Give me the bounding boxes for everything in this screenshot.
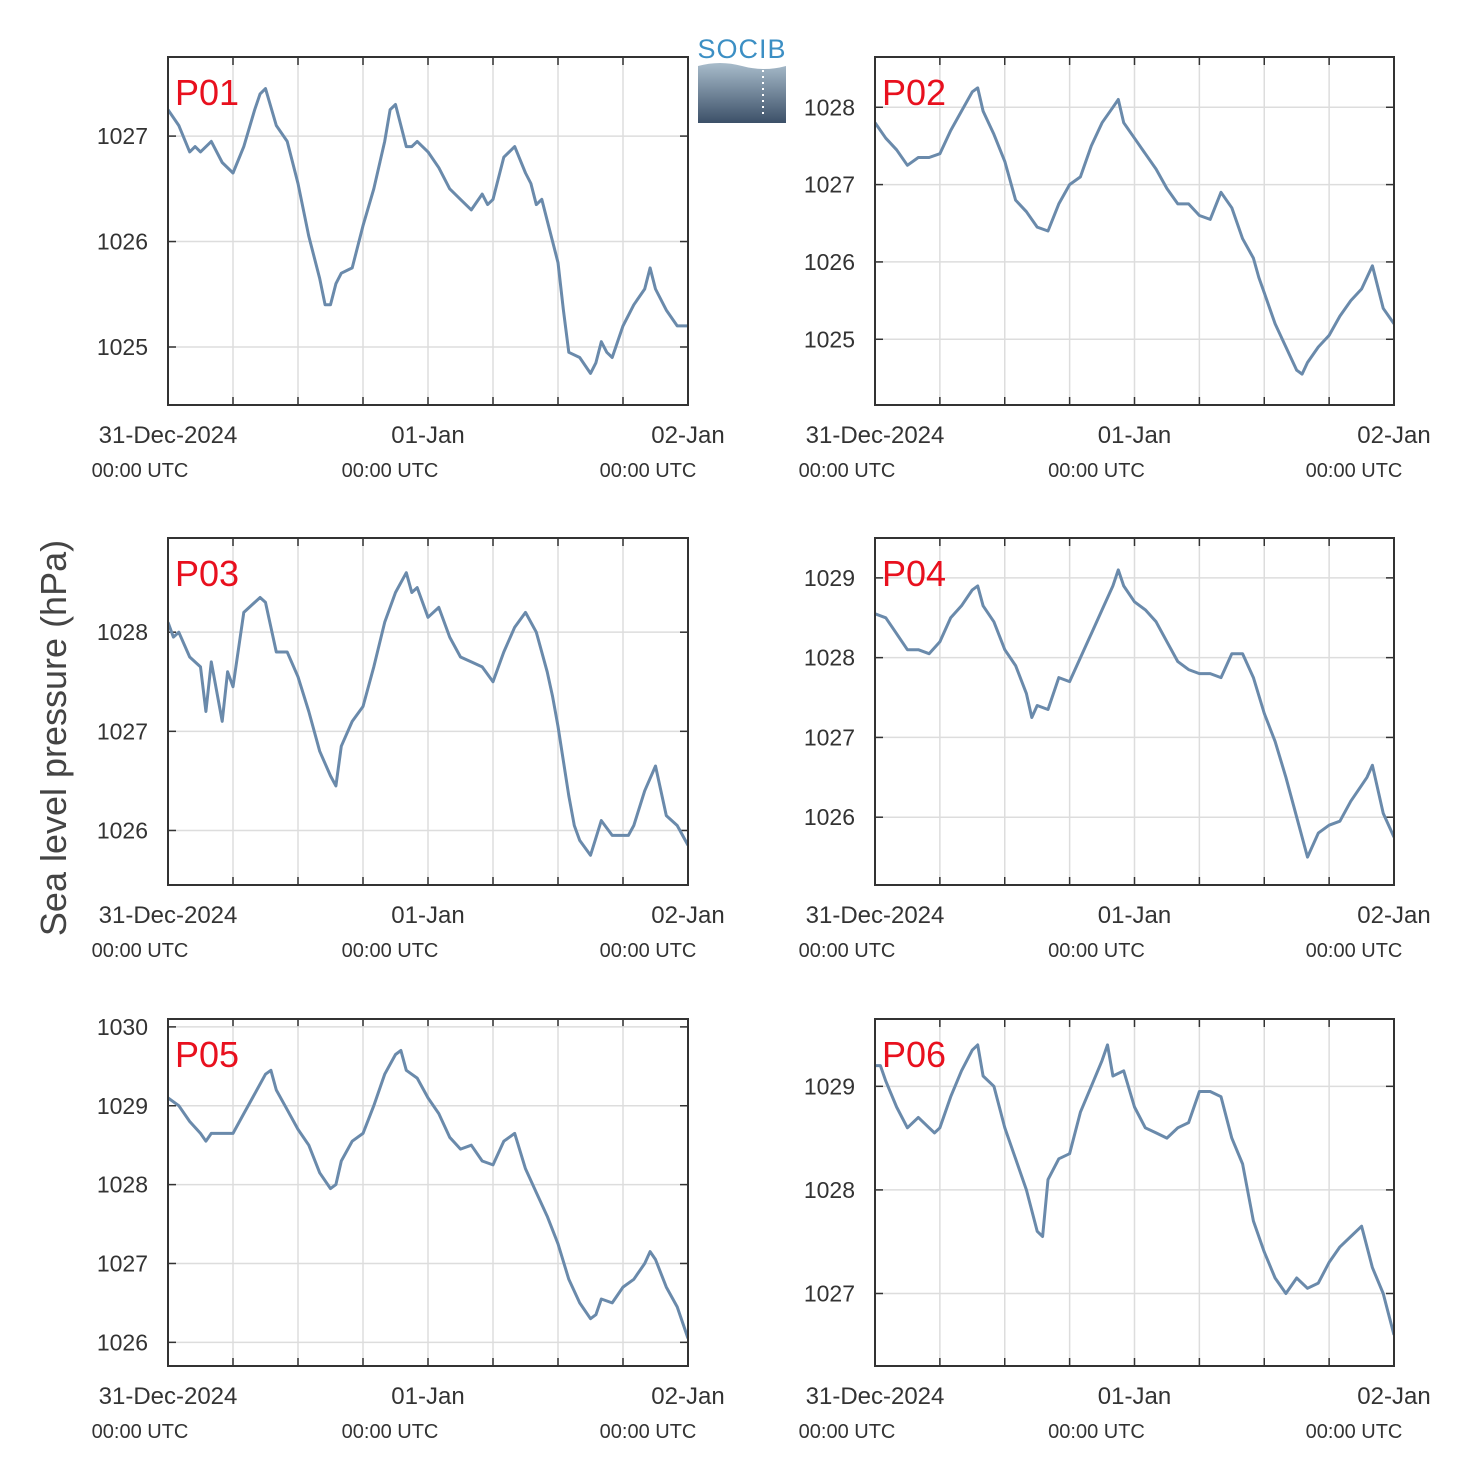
x-tick-label: 31-Dec-2024 [99, 1383, 238, 1410]
pressure-series-line [875, 568, 1394, 859]
x-tick-label: 01-Jan [391, 1383, 464, 1410]
panel-p04: 1026 1027 1028 1029 31-Dec-2024 00:00 UTC 01-J… [799, 537, 1431, 962]
x-tick-sublabel: 00:00 UTC [1306, 1421, 1403, 1443]
y-tick-label: 1028 [97, 619, 148, 645]
x-tick-sublabel: 00:00 UTC [799, 1421, 896, 1443]
x-tick-sublabel: 00:00 UTC [92, 460, 189, 482]
panel-p03: 1026 1027 1028 31-Dec-2024 00:00 UTC 01-Jan 00… [92, 537, 725, 962]
plot-frame [167, 537, 689, 886]
y-axis-title: Sea level pressure (hPa) [33, 540, 74, 936]
y-tick-label: 1027 [804, 724, 855, 750]
x-tick-sublabel: 00:00 UTC [342, 940, 439, 962]
y-tick-label: 1029 [804, 1073, 855, 1099]
y-tick-label: 1026 [804, 249, 855, 275]
y-tick-label: 1028 [97, 1172, 148, 1198]
x-tick-label: 02-Jan [651, 902, 724, 929]
plot-frame [874, 1018, 1395, 1367]
y-tick-label: 1025 [804, 326, 855, 352]
plot-frame [167, 1018, 689, 1367]
pressure-series-line [875, 86, 1394, 376]
panel-p02: 1025 1026 1027 1028 31-Dec-2024 00:00 UTC 01-J… [799, 56, 1431, 482]
panel-title: P02 [882, 72, 946, 113]
plot-frame [874, 56, 1395, 406]
y-tick-label: 1028 [804, 94, 855, 120]
pressure-series-line [168, 571, 688, 857]
x-tick-label: 02-Jan [1357, 902, 1430, 929]
x-tick-sublabel: 00:00 UTC [1306, 940, 1403, 962]
x-tick-label: 01-Jan [1098, 422, 1171, 449]
y-tick-label: 1026 [97, 1329, 148, 1355]
y-tick-label: 1026 [804, 804, 855, 830]
x-tick-label: 01-Jan [1098, 1383, 1171, 1410]
x-tick-sublabel: 00:00 UTC [600, 940, 697, 962]
y-tick-label: 1026 [97, 229, 148, 255]
x-tick-label: 31-Dec-2024 [806, 902, 945, 929]
y-tick-label: 1027 [97, 1250, 148, 1276]
panel-title: P03 [175, 553, 239, 594]
x-tick-sublabel: 00:00 UTC [1048, 460, 1145, 482]
pressure-series-line [168, 87, 688, 375]
x-tick-sublabel: 00:00 UTC [799, 940, 896, 962]
socib-logo: SOCIB [697, 34, 786, 123]
panels: 1025 1026 1027 31-Dec-2024 00:00 UTC 01-Jan 00… [92, 56, 1431, 1443]
y-tick-label: 1028 [804, 1177, 855, 1203]
panel-title: P05 [175, 1034, 239, 1075]
y-tick-label: 1027 [804, 1280, 855, 1306]
panel-p06: 1027 1028 1029 31-Dec-2024 00:00 UTC 01-Jan 00… [799, 1018, 1431, 1443]
x-tick-sublabel: 00:00 UTC [1048, 1421, 1145, 1443]
y-tick-label: 1027 [804, 172, 855, 198]
x-tick-sublabel: 00:00 UTC [92, 1421, 189, 1443]
pressure-series-line [875, 1043, 1394, 1336]
plot-frame [167, 56, 689, 406]
x-tick-label: 31-Dec-2024 [806, 422, 945, 449]
panel-title: P01 [175, 72, 239, 113]
logo-text: SOCIB [697, 34, 786, 64]
x-tick-label: 02-Jan [1357, 1383, 1430, 1410]
panel-p01: 1025 1026 1027 31-Dec-2024 00:00 UTC 01-Jan 00… [92, 56, 725, 482]
x-tick-sublabel: 00:00 UTC [92, 940, 189, 962]
x-tick-label: 02-Jan [1357, 422, 1430, 449]
x-tick-label: 01-Jan [1098, 902, 1171, 929]
panel-p05: 1026 1027 1028 1029 1030 31-Dec-2024 00:00 UTC… [92, 1014, 725, 1443]
x-tick-sublabel: 00:00 UTC [600, 460, 697, 482]
x-tick-sublabel: 00:00 UTC [1048, 940, 1145, 962]
y-tick-label: 1030 [97, 1014, 148, 1040]
x-tick-label: 02-Jan [651, 422, 724, 449]
y-tick-label: 1027 [97, 718, 148, 744]
x-tick-sublabel: 00:00 UTC [342, 1421, 439, 1443]
x-tick-sublabel: 00:00 UTC [799, 460, 896, 482]
x-tick-sublabel: 00:00 UTC [600, 1421, 697, 1443]
x-tick-sublabel: 00:00 UTC [342, 460, 439, 482]
pressure-series-line [168, 1049, 688, 1339]
x-tick-label: 02-Jan [651, 1383, 724, 1410]
y-tick-label: 1028 [804, 645, 855, 671]
plot-frame [874, 537, 1395, 886]
x-tick-label: 31-Dec-2024 [806, 1383, 945, 1410]
x-tick-label: 01-Jan [391, 422, 464, 449]
panel-title: P04 [882, 553, 946, 594]
panel-title: P06 [882, 1034, 946, 1075]
y-tick-label: 1026 [97, 817, 148, 843]
y-tick-label: 1025 [97, 334, 148, 360]
x-tick-label: 31-Dec-2024 [99, 902, 238, 929]
y-tick-label: 1029 [804, 565, 855, 591]
x-tick-label: 01-Jan [391, 902, 464, 929]
y-tick-label: 1027 [97, 123, 148, 149]
y-tick-label: 1029 [97, 1093, 148, 1119]
x-tick-label: 31-Dec-2024 [99, 422, 238, 449]
x-tick-sublabel: 00:00 UTC [1306, 460, 1403, 482]
